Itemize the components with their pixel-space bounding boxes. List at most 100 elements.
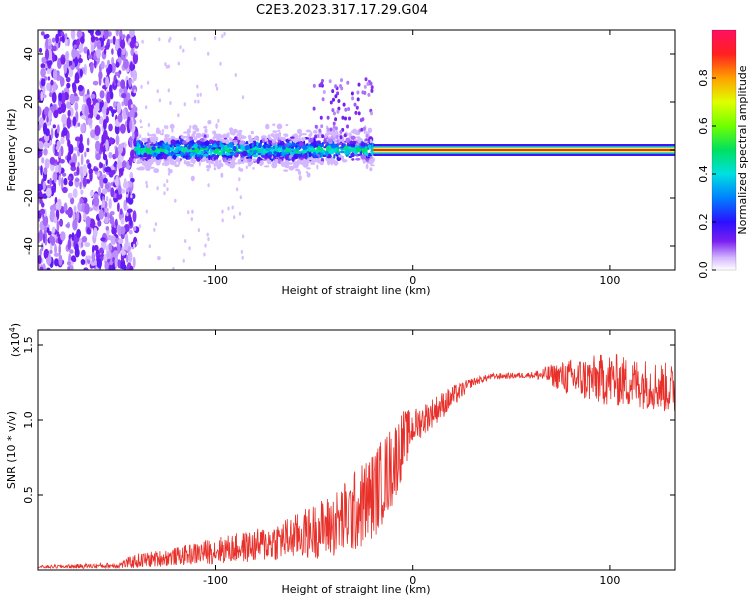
spectrogram-cell [42, 84, 46, 95]
spectrogram-cell [121, 160, 127, 169]
spectrogram-cell [76, 30, 83, 39]
spectrogram-cell [65, 51, 69, 62]
spectrogram-cell [295, 161, 300, 167]
spectrogram-cell [203, 125, 208, 129]
spectrogram-cell [141, 137, 144, 142]
spectrogram-cell [196, 84, 199, 89]
spectrogram-cell [83, 267, 89, 270]
spectrogram-cell [325, 145, 332, 151]
spectrogram-cell [48, 45, 53, 51]
spectrogram-cell [365, 133, 369, 138]
spectrogram-cell [120, 226, 126, 235]
figure-title: C2E3.2023.317.17.29.G04 [256, 3, 428, 18]
spectrogram-cell [341, 159, 348, 163]
spectrogram-cell [350, 152, 355, 158]
spectrogram-cell [175, 154, 181, 157]
spectrogram-cell [308, 152, 312, 158]
spectrogram-cell [331, 108, 335, 113]
spectrogram-cell [87, 30, 93, 34]
spectrogram-cell [129, 119, 133, 131]
spectrogram-cell [94, 125, 101, 137]
spectrogram-cell [285, 123, 289, 127]
spectrogram-cell [180, 151, 184, 158]
spectrogram-cell [128, 251, 133, 263]
spectrogram-cell [124, 242, 129, 251]
spectrogram-cell [84, 242, 91, 248]
spectrogram-cell [237, 136, 243, 140]
spectrogram-cell [298, 141, 304, 147]
spectrogram-cell [80, 153, 84, 166]
spectrogram-cell [150, 157, 155, 163]
spectrogram-cell [282, 145, 286, 150]
spectrogram-cell [117, 259, 121, 269]
spectrogram-cell [369, 139, 372, 144]
spectrogram-cell [60, 56, 66, 65]
spectrogram-cell [369, 167, 373, 172]
spectrogram-cell [194, 99, 197, 104]
spectrogram-cell [93, 244, 99, 251]
spectrogram-cell [169, 152, 174, 155]
spectrogram-cell [106, 251, 112, 260]
spectrogram-cell [250, 130, 254, 135]
spectrogram-cell [139, 134, 142, 139]
spectrogram-cell [108, 198, 112, 209]
spectrogram-cell [129, 108, 135, 120]
spectrogram-cell [207, 120, 212, 125]
spectrogram-cell [55, 165, 59, 173]
spectrogram-cell [332, 111, 336, 116]
spectrogram-cell [119, 208, 123, 215]
spectrogram-cell [225, 138, 230, 145]
spectrogram-cell [155, 155, 161, 160]
colorbar-tick-label: 0.2 [697, 213, 710, 231]
spectrogram-cell [346, 124, 349, 129]
spectrogram-cell [231, 205, 234, 210]
spectrogram-cell [147, 123, 151, 127]
spectrogram-cell [40, 78, 46, 87]
spectrogram-cell [67, 239, 72, 251]
spectrogram-cell [131, 119, 135, 132]
spectrogram-cell [213, 163, 216, 168]
spectrogram-cell [197, 228, 201, 233]
spectrogram-cell [130, 150, 135, 159]
spectrogram-cell [221, 209, 224, 214]
spectrogram-cell [44, 226, 48, 231]
spectrogram-cell [168, 38, 171, 43]
spectrogram-cell [213, 167, 217, 171]
spectrogram-cell [169, 123, 175, 129]
spectrogram-cell [52, 68, 58, 81]
spectrogram-cell [102, 129, 108, 142]
spectrogram-cell [229, 162, 236, 169]
spectrogram-cell [260, 155, 266, 157]
spectrogram-cell [61, 172, 67, 177]
spectrogram-cell [189, 152, 194, 157]
spectrogram-cell [203, 153, 209, 157]
spectrogram-cell [71, 48, 77, 59]
spectrogram-cell [326, 136, 332, 139]
spectrogram-cell [77, 201, 82, 212]
spectrogram-cell [86, 147, 90, 153]
spectrogram-cell [60, 231, 66, 241]
spectrogram-cell [104, 167, 110, 173]
spectrogram-cell [78, 43, 84, 54]
colorbar: 0.0 0.2 0.4 0.6 0.8 Normalized spectral ampl… [697, 29, 749, 279]
spectrogram-cell [351, 158, 355, 161]
spectrogram-cell [345, 137, 351, 144]
spectrogram-cell [182, 258, 185, 263]
spectrogram-cell [183, 102, 186, 107]
spectrogram-cell [121, 47, 126, 56]
spectrogram-cell [61, 113, 67, 124]
spectrogram-cell [222, 150, 226, 156]
spectrogram-cell [106, 38, 111, 46]
spectrogram-cell [93, 196, 100, 207]
spectrogram-cell [131, 38, 136, 44]
spectrogram-cell [193, 37, 197, 41]
spectrogram-cell [126, 193, 129, 198]
spectrogram-cell [133, 130, 138, 138]
spectrogram-cell [243, 136, 247, 139]
spectrogram-cell [58, 92, 63, 102]
spectrogram-cell [49, 156, 56, 165]
spectrogram-cell [351, 96, 355, 101]
spectrogram-cell [189, 163, 195, 167]
spectrogram-cell [289, 151, 294, 156]
spectrogram-cell [38, 191, 43, 199]
